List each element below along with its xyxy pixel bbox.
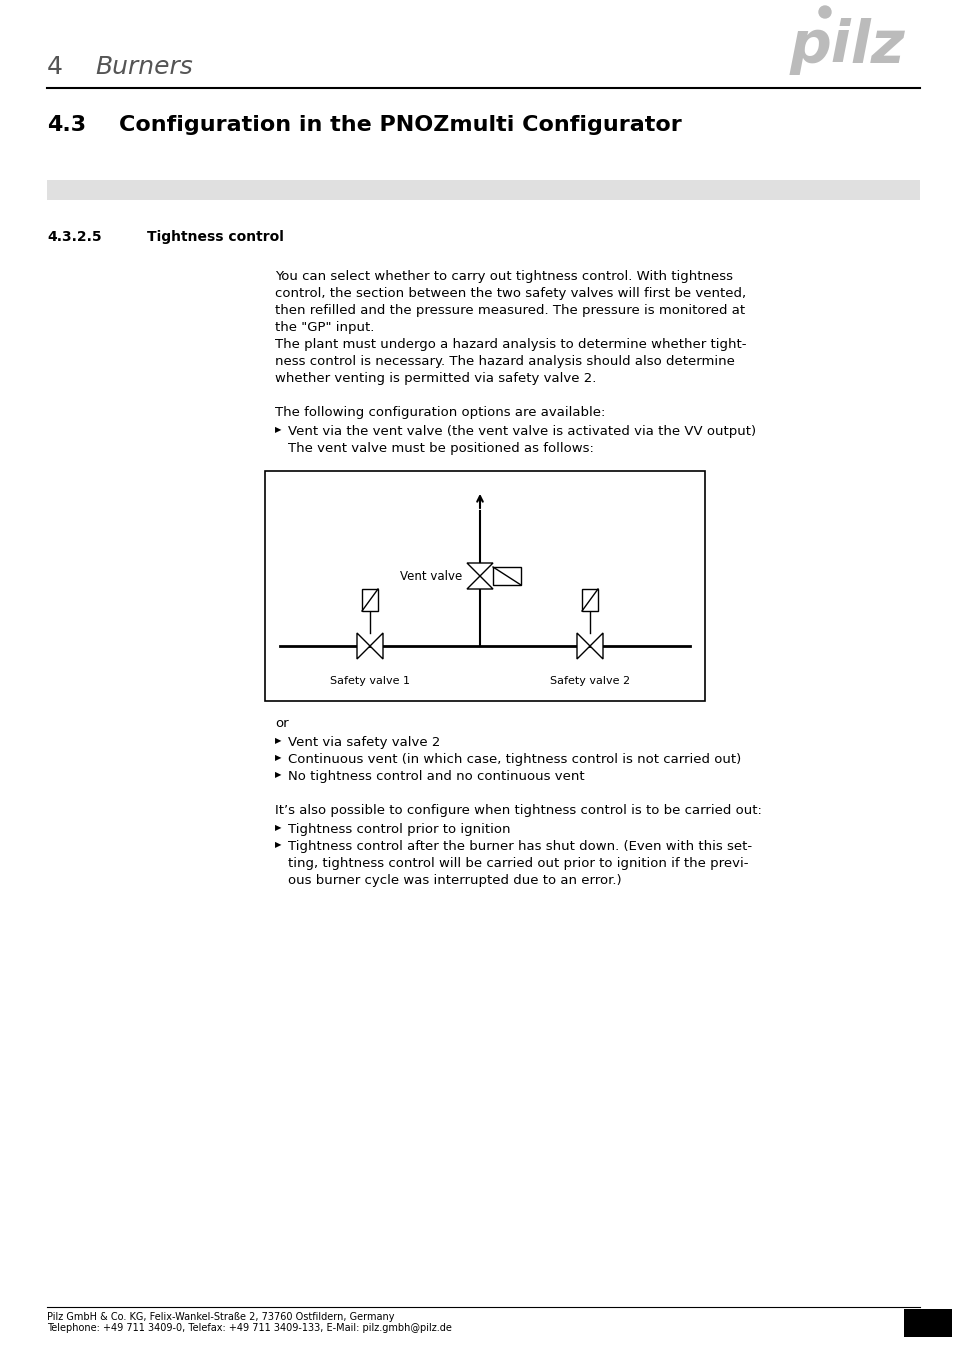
Text: 4: 4 — [47, 55, 63, 80]
Text: the "GP" input.: the "GP" input. — [274, 321, 374, 333]
Text: Burners: Burners — [95, 55, 193, 80]
Text: then refilled and the pressure measured. The pressure is monitored at: then refilled and the pressure measured.… — [274, 304, 744, 317]
Text: Safety valve 2: Safety valve 2 — [550, 676, 630, 686]
Text: Vent via safety valve 2: Vent via safety valve 2 — [288, 736, 440, 749]
Text: ness control is necessary. The hazard analysis should also determine: ness control is necessary. The hazard an… — [274, 355, 734, 369]
Text: Vent valve: Vent valve — [399, 570, 461, 582]
Text: Configuration in the PNOZmulti Configurator: Configuration in the PNOZmulti Configura… — [119, 115, 681, 135]
Bar — [47, 180, 919, 200]
Text: Tightness control: Tightness control — [147, 230, 284, 244]
Polygon shape — [370, 633, 382, 659]
Text: Safety valve 1: Safety valve 1 — [330, 676, 410, 686]
Text: Tightness control prior to ignition: Tightness control prior to ignition — [288, 824, 510, 836]
Text: ▶: ▶ — [274, 824, 281, 832]
Polygon shape — [467, 576, 493, 589]
Text: ous burner cycle was interrupted due to an error.): ous burner cycle was interrupted due to … — [288, 873, 621, 887]
Text: 4.3.2.5: 4.3.2.5 — [47, 230, 102, 244]
Text: Continuous vent (in which case, tightness control is not carried out): Continuous vent (in which case, tightnes… — [288, 753, 740, 765]
Text: ▶: ▶ — [274, 769, 281, 779]
Text: You can select whether to carry out tightness control. With tightness: You can select whether to carry out tigh… — [274, 270, 732, 284]
Text: Pilz GmbH & Co. KG, Felix-Wankel-Straße 2, 73760 Ostfildern, Germany: Pilz GmbH & Co. KG, Felix-Wankel-Straße … — [47, 1312, 395, 1322]
Text: Telephone: +49 711 3409-0, Telefax: +49 711 3409-133, E-Mail: pilz.gmbh@pilz.de: Telephone: +49 711 3409-0, Telefax: +49 … — [47, 1323, 452, 1332]
Polygon shape — [577, 633, 589, 659]
Text: 4.3: 4.3 — [47, 115, 86, 135]
Polygon shape — [589, 633, 602, 659]
Bar — [581, 589, 598, 612]
Text: The following configuration options are available:: The following configuration options are … — [274, 406, 605, 418]
Text: ▶: ▶ — [274, 840, 281, 849]
Polygon shape — [467, 563, 493, 576]
Text: or: or — [274, 717, 289, 730]
Text: ▶: ▶ — [274, 736, 281, 745]
Text: ting, tightness control will be carried out prior to ignition if the previ-: ting, tightness control will be carried … — [288, 857, 748, 869]
Text: No tightness control and no continuous vent: No tightness control and no continuous v… — [288, 769, 584, 783]
Text: 4-7: 4-7 — [916, 1316, 939, 1330]
Circle shape — [818, 5, 830, 18]
Text: The plant must undergo a hazard analysis to determine whether tight-: The plant must undergo a hazard analysis… — [274, 338, 745, 351]
Text: Vent via the vent valve (the vent valve is activated via the VV output): Vent via the vent valve (the vent valve … — [288, 425, 756, 437]
Text: It’s also possible to configure when tightness control is to be carried out:: It’s also possible to configure when tig… — [274, 805, 761, 817]
Text: pilz: pilz — [789, 18, 904, 76]
Bar — [903, 1310, 951, 1336]
Text: ▶: ▶ — [274, 425, 281, 433]
Bar — [493, 567, 520, 585]
Text: The vent valve must be positioned as follows:: The vent valve must be positioned as fol… — [288, 441, 594, 455]
Text: Tightness control after the burner has shut down. (Even with this set-: Tightness control after the burner has s… — [288, 840, 751, 853]
Bar — [361, 589, 377, 612]
Text: control, the section between the two safety valves will first be vented,: control, the section between the two saf… — [274, 288, 745, 300]
Bar — [265, 471, 704, 701]
Text: ▶: ▶ — [274, 753, 281, 761]
Polygon shape — [356, 633, 370, 659]
Text: whether venting is permitted via safety valve 2.: whether venting is permitted via safety … — [274, 373, 596, 385]
